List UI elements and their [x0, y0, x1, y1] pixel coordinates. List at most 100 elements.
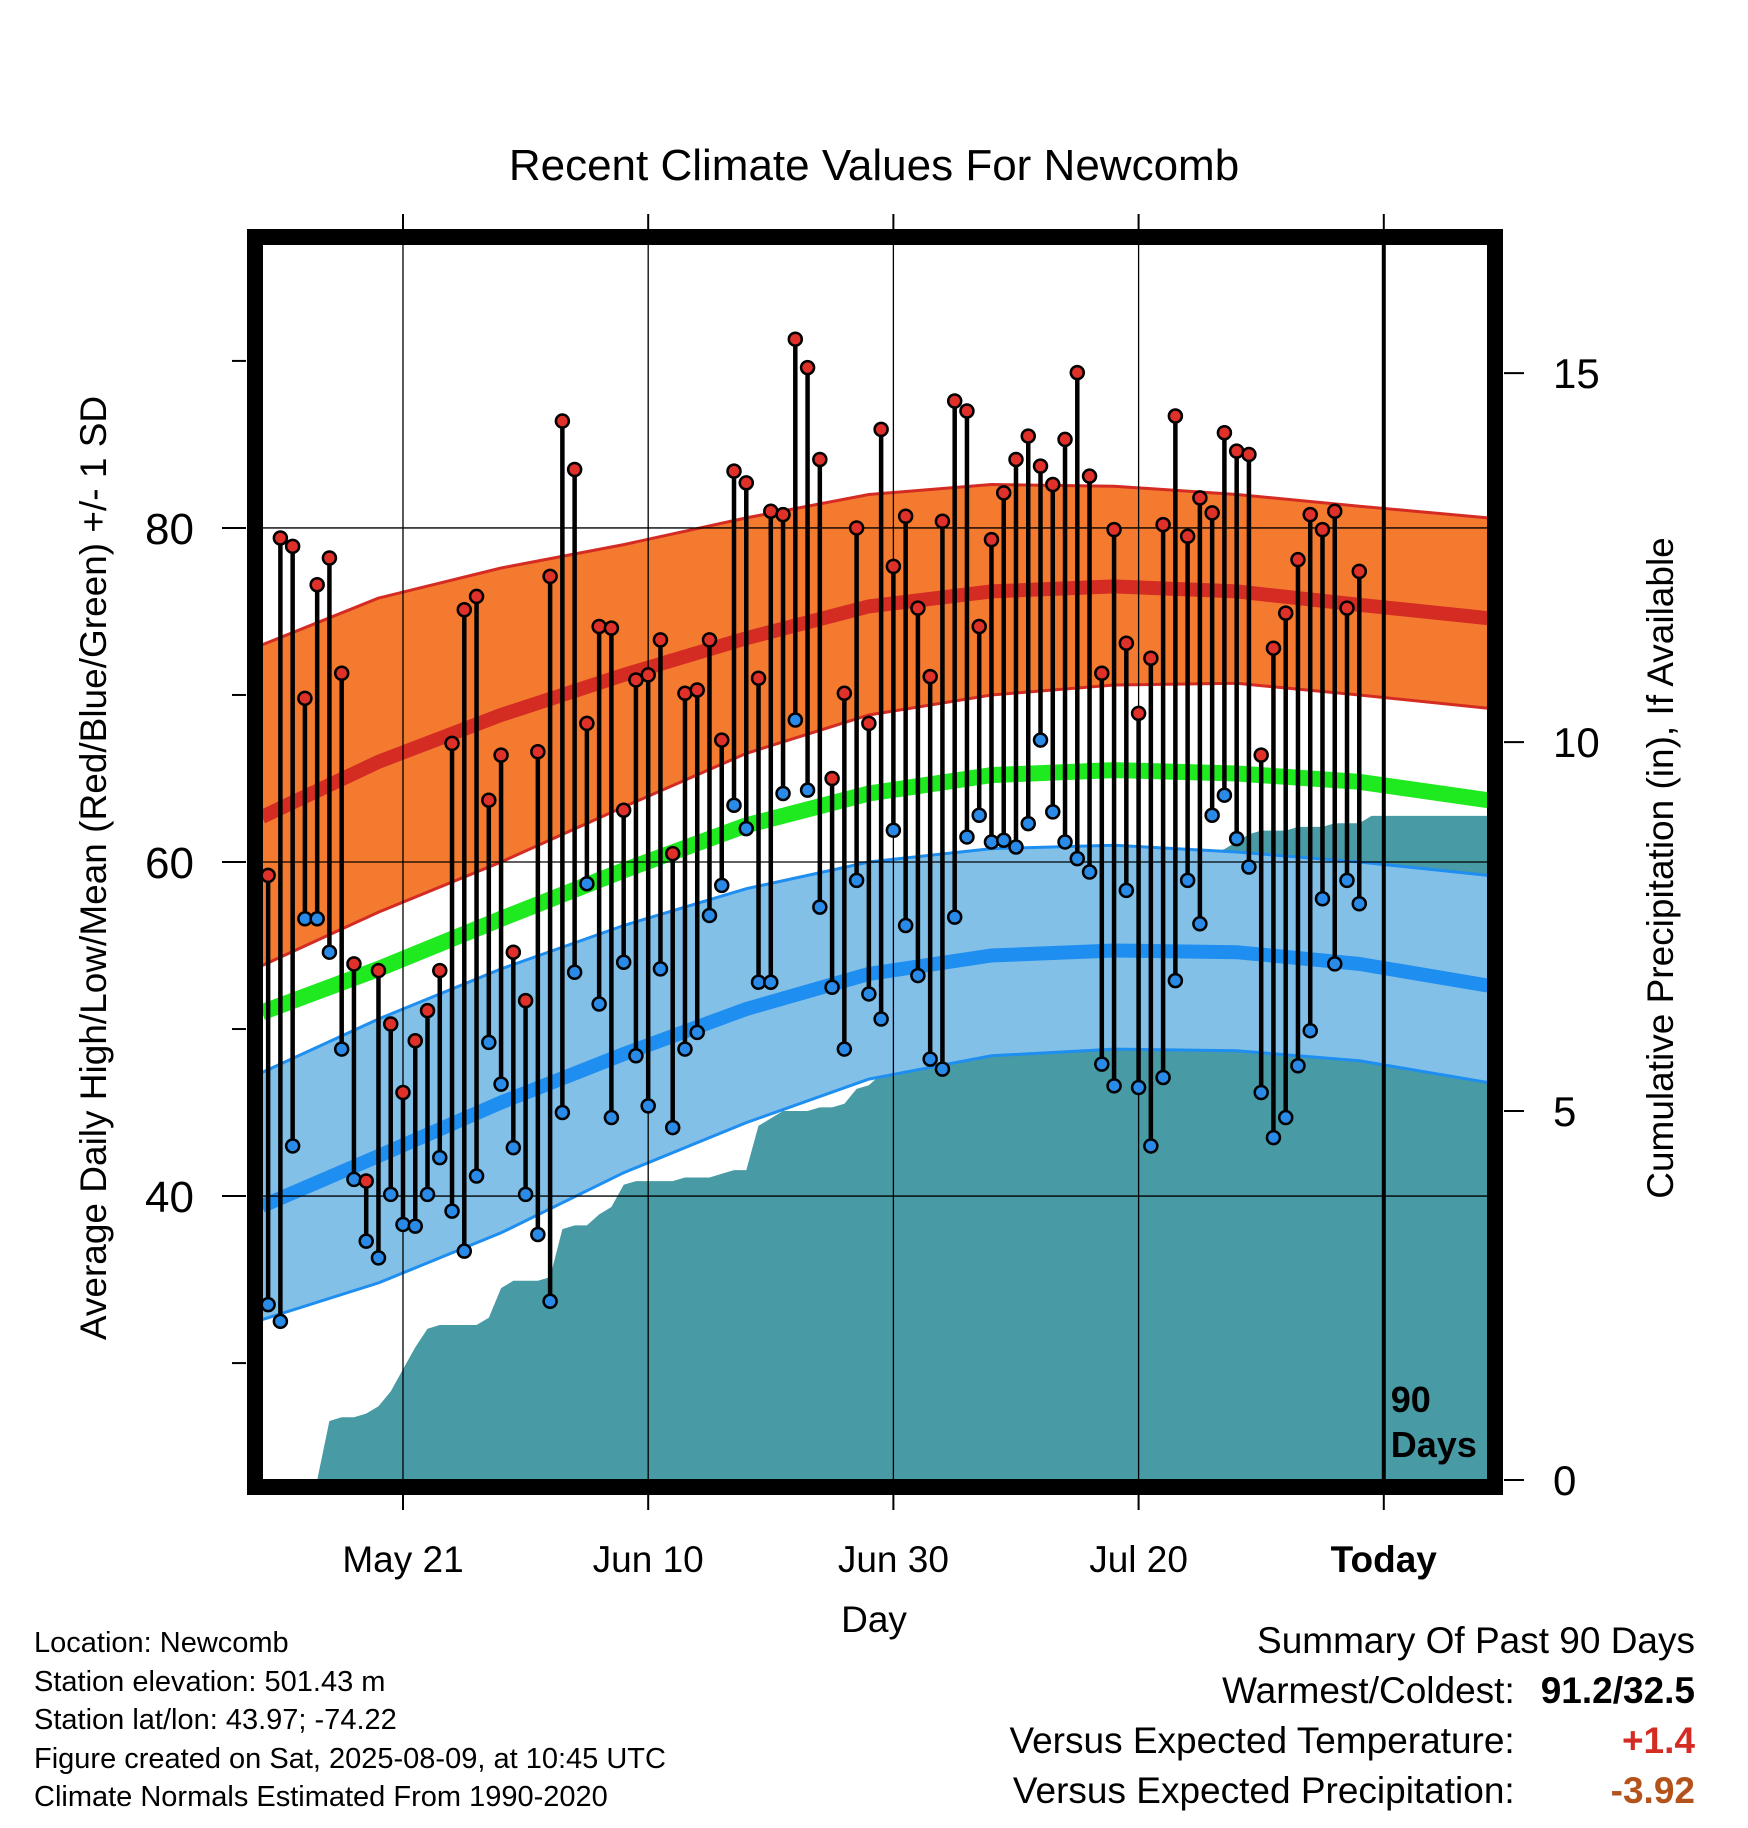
daily-low-point [346, 1171, 362, 1188]
daily-low-point [1106, 1078, 1122, 1094]
daily-high-point [1081, 468, 1098, 484]
daily-high-point [677, 685, 693, 702]
daily-high-point [897, 508, 914, 525]
daily-low-point [407, 1218, 423, 1234]
daily-low-point [861, 986, 877, 1002]
daily-high-point [1228, 443, 1245, 459]
daily-low-point [566, 964, 583, 980]
daily-low-point [946, 909, 963, 925]
info-latlon: Station lat/lon: 43.97; -74.22 [34, 1704, 397, 1736]
daily-low-point [983, 834, 1000, 850]
today-marker-label: Days [1391, 1424, 1477, 1465]
daily-low-point [1192, 916, 1208, 932]
info-normals: Climate Normals Estimated From 1990-2020 [34, 1781, 608, 1813]
daily-high-point [262, 867, 276, 884]
daily-high-point [517, 992, 534, 1009]
daily-low-point [615, 954, 632, 970]
daily-low-point [1216, 787, 1233, 803]
daily-high-point [714, 732, 730, 748]
daily-low-point [934, 1061, 951, 1077]
daily-high-point [799, 359, 816, 376]
daily-low-point [1314, 890, 1331, 907]
daily-low-point [419, 1186, 436, 1203]
plot-frame [247, 229, 1503, 1495]
daily-high-point [272, 530, 289, 546]
daily-low-point [738, 820, 755, 837]
daily-high-point [1302, 506, 1318, 523]
daily-high-point [444, 735, 460, 752]
daily-high-point [1057, 431, 1073, 448]
daily-high-point [1179, 528, 1196, 545]
daily-high-point [1192, 490, 1208, 506]
summary-warmest-value: 91.2/32.5 [1540, 1670, 1695, 1711]
daily-high-point [505, 944, 522, 960]
y-right-tick-label: 5 [1553, 1088, 1576, 1135]
daily-low-point [1204, 807, 1220, 823]
daily-low-point [1008, 839, 1024, 855]
daily-low-point [1130, 1079, 1147, 1096]
daily-high-point [1327, 503, 1343, 519]
daily-low-point [677, 1041, 693, 1057]
daily-low-point [1155, 1069, 1171, 1086]
daily-high-point [1094, 665, 1110, 682]
y-left-tick-label: 60 [145, 839, 194, 888]
daily-low-point [272, 1313, 289, 1330]
daily-low-point [995, 832, 1012, 849]
daily-high-point [1216, 424, 1233, 441]
info-created: Figure created on Sat, 2025-08-09, at 10… [34, 1742, 666, 1775]
y-left-tick-label: 40 [145, 1173, 194, 1222]
daily-high-point [824, 770, 840, 787]
daily-low-point [284, 1138, 301, 1154]
daily-low-point [1118, 882, 1135, 899]
daily-low-point [432, 1149, 448, 1166]
summary-precip-row: Versus Expected Precipitation: -3.92 [1009, 1766, 1695, 1816]
x-tick-label: Jun 30 [838, 1539, 949, 1580]
daily-high-point [971, 618, 987, 635]
daily-high-point [1290, 551, 1306, 568]
daily-high-point [750, 670, 767, 687]
daily-high-point [468, 588, 485, 605]
daily-low-point [775, 785, 791, 802]
y-axis-label-left: Average Daily High/Low/Mean (Red/Blue/Gr… [73, 396, 114, 1340]
x-axis-label: Day [841, 1599, 907, 1640]
daily-high-point [591, 618, 607, 635]
daily-low-point [456, 1243, 473, 1259]
station-info: Location: Newcomb Station elevation: 501… [34, 1624, 666, 1817]
daily-high-point [603, 620, 620, 636]
daily-high-point [848, 520, 865, 536]
high-sd-band [262, 484, 1488, 966]
daily-high-point [787, 331, 804, 347]
daily-low-point [1020, 815, 1036, 832]
daily-high-point [812, 451, 828, 468]
daily-low-point [1057, 834, 1073, 850]
daily-high-point [775, 506, 791, 523]
daily-low-point [873, 1011, 889, 1027]
daily-high-point [1253, 747, 1269, 763]
daily-high-point [946, 393, 963, 409]
daily-low-point [701, 907, 718, 924]
chart-title: Recent Climate Values For Newcomb [509, 141, 1239, 190]
daily-high-point [1314, 521, 1331, 538]
daily-high-point [1130, 705, 1147, 722]
daily-high-point [1365, 0, 1378, 7]
x-tick-label: May 21 [342, 1539, 463, 1580]
info-elevation: Station elevation: 501.43 m [34, 1665, 386, 1698]
daily-low-point [1327, 956, 1343, 972]
daily-low-point [848, 872, 865, 889]
daily-high-point [493, 747, 509, 763]
daily-low-point [579, 875, 595, 892]
daily-low-point [444, 1203, 460, 1219]
daily-low-point [481, 1034, 497, 1051]
daily-high-point [983, 531, 1000, 548]
daily-low-point [1045, 804, 1061, 820]
daily-low-point [885, 822, 902, 839]
daily-low-point [382, 1186, 399, 1203]
y-left-tick-label: 80 [145, 505, 194, 554]
daily-high-point [959, 403, 975, 419]
daily-low-point [505, 1139, 522, 1156]
daily-low-point [1143, 1138, 1159, 1154]
daily-low-point [652, 961, 669, 977]
daily-low-point [689, 1024, 705, 1041]
daily-high-point [861, 715, 877, 732]
